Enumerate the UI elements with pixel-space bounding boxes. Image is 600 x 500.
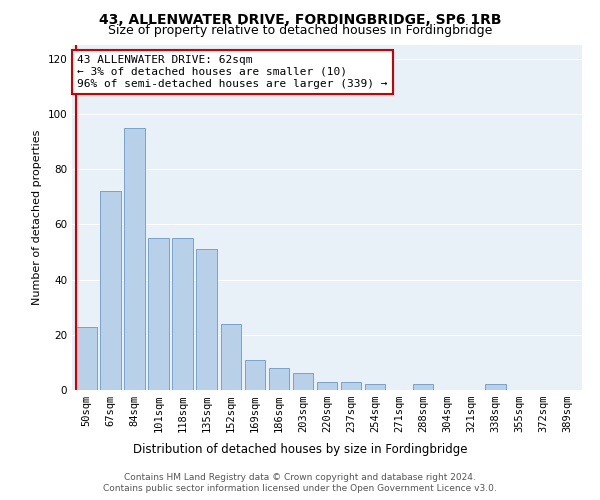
Y-axis label: Number of detached properties: Number of detached properties	[32, 130, 42, 305]
Bar	[485, 384, 506, 390]
Text: 43, ALLENWATER DRIVE, FORDINGBRIDGE, SP6 1RB: 43, ALLENWATER DRIVE, FORDINGBRIDGE, SP6…	[99, 12, 501, 26]
Bar	[100, 192, 121, 390]
Text: Distribution of detached houses by size in Fordingbridge: Distribution of detached houses by size …	[133, 442, 467, 456]
Bar	[245, 360, 265, 390]
Bar	[148, 238, 169, 390]
Text: Contains public sector information licensed under the Open Government Licence v3: Contains public sector information licen…	[103, 484, 497, 493]
Bar	[317, 382, 337, 390]
Text: 43 ALLENWATER DRIVE: 62sqm
← 3% of detached houses are smaller (10)
96% of semi-: 43 ALLENWATER DRIVE: 62sqm ← 3% of detac…	[77, 56, 388, 88]
Bar	[293, 374, 313, 390]
Bar	[124, 128, 145, 390]
Bar	[76, 326, 97, 390]
Bar	[365, 384, 385, 390]
Bar	[341, 382, 361, 390]
Bar	[221, 324, 241, 390]
Bar	[196, 249, 217, 390]
Text: Size of property relative to detached houses in Fordingbridge: Size of property relative to detached ho…	[108, 24, 492, 37]
Bar	[413, 384, 433, 390]
Bar	[172, 238, 193, 390]
Bar	[269, 368, 289, 390]
Text: Contains HM Land Registry data © Crown copyright and database right 2024.: Contains HM Land Registry data © Crown c…	[124, 472, 476, 482]
